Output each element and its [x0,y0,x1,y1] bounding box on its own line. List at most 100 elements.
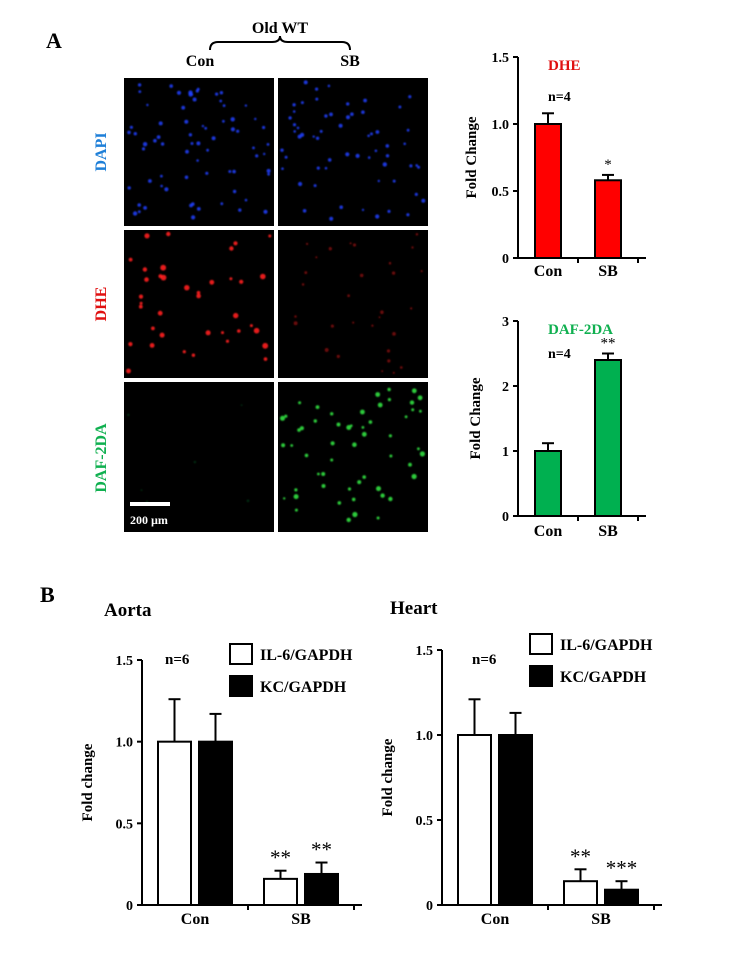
cell-signal [336,354,340,359]
chart-daf: 0 1 2 3 Con SB Fold Change **DAF-2DA n=4 [468,315,646,540]
cell-signal [415,233,419,236]
y-tick-label: 1.0 [492,118,510,133]
cell-signal [378,316,381,319]
cell-signal [363,98,367,103]
bar [198,740,233,907]
legend-label: KC/GAPDH [260,679,347,696]
y-tick-label: 0.5 [416,814,434,829]
cell-signal [330,441,335,446]
cell-signal [330,412,334,416]
x-tick-label: Con [534,263,563,280]
cell-signal [298,401,302,405]
cell-signal [149,343,155,348]
cell-signal [404,415,408,419]
x-tick-label: SB [598,523,618,540]
cell-signal [417,447,420,451]
x-tick-label: SB [291,911,311,928]
cell-signal [293,494,299,500]
cell-signal [138,90,142,93]
y-tick-label: 0 [426,899,433,914]
cell-signal [359,273,364,278]
cell-signal [262,125,266,130]
cell-signal [164,187,169,192]
cell-signal [220,202,224,206]
scale-bar-label: 200 µm [130,513,168,527]
image-dapi-con [124,78,274,226]
cell-signal [201,124,205,128]
cell-signal [290,444,294,447]
cell-signal [300,132,305,137]
cell-signal [305,242,309,246]
cell-signal [148,179,152,183]
cell-signal [347,294,350,298]
cell-signal [129,125,133,129]
cell-signal [355,153,360,158]
y-tick-label: 2 [502,380,509,395]
legend-label: IL-6/GAPDH [260,647,353,664]
y-axis-label: Fold Change [468,377,484,459]
cell-signal [137,83,142,87]
bar [563,880,598,907]
cell-signal [377,179,380,183]
cell-signal [188,133,193,137]
significance-marker: ** [270,846,291,870]
y-tick-label: 0.5 [492,185,510,200]
image-dhe-sb [278,230,428,378]
chart-dhe: 0 0.5 1.0 1.5 Con SB Fold Change * DHE n=4 [464,51,646,280]
cell-signal [296,126,300,130]
cell-signal [349,242,352,245]
cell-signal [254,117,257,121]
cell-signal [409,400,415,405]
cell-signal [127,413,130,417]
y-tick-label: 1.0 [416,729,434,744]
cell-signal [160,184,163,188]
cell-signal [377,402,383,408]
sample-size: n=4 [548,90,571,105]
cell-signal [346,425,352,430]
legend-swatch [529,633,553,655]
column-label-con: Con [186,53,215,70]
cell-signal [215,92,219,96]
cell-signal [361,431,367,437]
panel-b-letter: B [40,582,55,607]
cell-signal [293,130,297,133]
cell-signal [160,174,163,178]
cell-signal [352,243,357,247]
cell-signal [415,164,419,167]
cell-signal [368,420,373,424]
cell-signal [339,205,344,209]
cell-signal [361,110,365,114]
y-tick-label: 1.0 [116,736,134,751]
cell-signal [260,273,266,280]
cell-signal [266,143,270,146]
panel-a-letter: A [46,28,62,53]
cell-signal [361,426,365,429]
cell-signal [133,132,137,136]
cell-signal [411,388,417,394]
y-tick-label: 1.5 [116,654,134,669]
cell-signal [324,114,328,118]
cell-signal [329,216,334,221]
cell-signal [315,405,320,409]
cell-signal [138,304,143,309]
cell-signal [253,327,260,334]
cell-signal [281,443,286,448]
cell-signal [417,165,421,169]
cell-signal [321,472,326,476]
cell-signal [337,501,342,505]
cell-signal [315,136,320,140]
y-tick-label: 3 [502,315,509,330]
cell-signal [189,203,193,208]
cell-signal [283,497,286,500]
cell-signal [381,370,384,373]
cell-signal [304,271,308,275]
cell-signal [294,508,298,512]
cell-signal [268,234,272,238]
cell-signal [324,166,328,170]
cell-signal [255,154,259,158]
image-dapi-sb [278,78,428,226]
cell-signal [192,97,197,102]
significance-marker: *** [606,856,638,880]
cell-signal [244,198,248,202]
